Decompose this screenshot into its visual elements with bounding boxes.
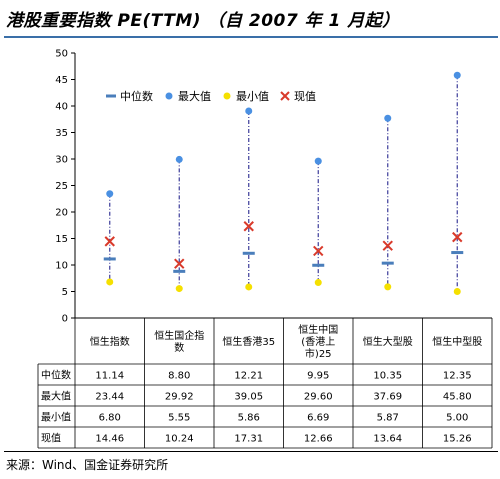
table-cell: 10.24 bbox=[165, 434, 194, 445]
category-label: 恒生指数 bbox=[90, 335, 130, 348]
min-marker bbox=[106, 278, 114, 286]
y-tick-label: 30 bbox=[55, 155, 68, 166]
table-row-label: 最小值 bbox=[41, 411, 71, 424]
table-cell: 6.80 bbox=[99, 413, 121, 424]
min-marker bbox=[314, 279, 322, 287]
max-marker bbox=[314, 157, 322, 165]
current-marker bbox=[104, 236, 115, 247]
footer-divider bbox=[4, 451, 498, 452]
table-cell: 8.80 bbox=[168, 371, 190, 382]
min-marker bbox=[384, 283, 392, 291]
table-cell: 12.35 bbox=[443, 371, 472, 382]
max-marker bbox=[245, 107, 253, 115]
legend-label: 最小值 bbox=[236, 90, 269, 103]
current-marker bbox=[382, 240, 393, 251]
table-cell: 14.46 bbox=[95, 434, 124, 445]
legend-label: 最大值 bbox=[178, 89, 211, 103]
category-label: 市)25 bbox=[305, 347, 332, 360]
current-marker bbox=[243, 221, 254, 232]
max-marker bbox=[106, 190, 114, 198]
median-marker bbox=[312, 263, 325, 267]
table-cell: 23.44 bbox=[95, 392, 124, 403]
y-tick-label: 0 bbox=[62, 314, 68, 325]
max-marker bbox=[453, 71, 461, 79]
legend-label: 中位数 bbox=[120, 89, 153, 103]
category-label: 恒生中型股 bbox=[432, 335, 482, 348]
table-row-label: 现值 bbox=[41, 432, 61, 445]
legend-current-swatch bbox=[280, 91, 290, 101]
current-marker bbox=[174, 258, 185, 269]
min-marker bbox=[245, 283, 253, 291]
table-cell: 5.55 bbox=[168, 413, 190, 424]
table-cell: 17.31 bbox=[234, 434, 263, 445]
table-cell: 37.69 bbox=[373, 392, 402, 403]
table-cell: 9.95 bbox=[307, 371, 329, 382]
median-marker bbox=[451, 251, 464, 255]
table-cell: 10.35 bbox=[373, 371, 402, 382]
table-cell: 6.69 bbox=[307, 413, 329, 424]
title-underline bbox=[4, 36, 498, 38]
y-tick-label: 15 bbox=[55, 234, 68, 245]
table-cell: 12.66 bbox=[304, 434, 333, 445]
y-tick-label: 50 bbox=[55, 49, 68, 60]
min-marker bbox=[453, 288, 461, 295]
table-row-label: 最大值 bbox=[41, 390, 71, 403]
table-cell: 5.87 bbox=[377, 413, 399, 424]
category-label: (香港上 bbox=[301, 336, 335, 348]
table-cell: 15.26 bbox=[443, 434, 472, 445]
table-cell: 13.64 bbox=[373, 434, 402, 445]
max-marker bbox=[384, 114, 392, 122]
min-marker bbox=[175, 285, 183, 293]
category-label: 恒生中国 bbox=[298, 323, 338, 336]
table-row-label: 中位数 bbox=[41, 369, 71, 382]
max-marker bbox=[175, 155, 183, 163]
legend-label: 现值 bbox=[294, 90, 316, 103]
median-marker bbox=[103, 257, 116, 261]
table-cell: 5.00 bbox=[446, 413, 468, 424]
legend-median-swatch bbox=[106, 94, 116, 98]
table-cell: 29.60 bbox=[304, 392, 333, 403]
table-cell: 29.92 bbox=[165, 392, 194, 403]
legend-min-swatch bbox=[223, 92, 231, 100]
current-marker bbox=[313, 245, 324, 257]
table-cell: 45.80 bbox=[443, 392, 472, 403]
category-label: 数 bbox=[174, 341, 184, 354]
category-label: 恒生香港35 bbox=[222, 335, 275, 348]
current-marker bbox=[452, 231, 463, 243]
y-tick-label: 35 bbox=[55, 128, 68, 139]
table-cell: 5.86 bbox=[238, 413, 260, 424]
y-tick-label: 10 bbox=[55, 261, 68, 272]
table-cell: 11.14 bbox=[95, 371, 124, 382]
y-tick-label: 5 bbox=[62, 287, 68, 298]
chart-title: 港股重要指数 PE(TTM) （自 2007 年 1 月起） bbox=[6, 11, 400, 31]
table-cell: 39.05 bbox=[234, 392, 263, 403]
table-cell: 12.21 bbox=[234, 371, 263, 382]
median-marker bbox=[242, 251, 255, 255]
y-tick-label: 40 bbox=[55, 102, 68, 113]
category-label: 恒生大型股 bbox=[363, 335, 413, 348]
y-tick-label: 25 bbox=[55, 181, 68, 192]
y-tick-label: 20 bbox=[55, 208, 68, 219]
legend-max-swatch bbox=[165, 92, 173, 100]
source-note: 来源：Wind、国金证券研究所 bbox=[6, 458, 169, 472]
category-label: 恒生国企指 bbox=[154, 329, 204, 342]
median-marker bbox=[173, 269, 186, 273]
y-tick-label: 45 bbox=[55, 75, 68, 86]
median-marker bbox=[381, 261, 394, 265]
